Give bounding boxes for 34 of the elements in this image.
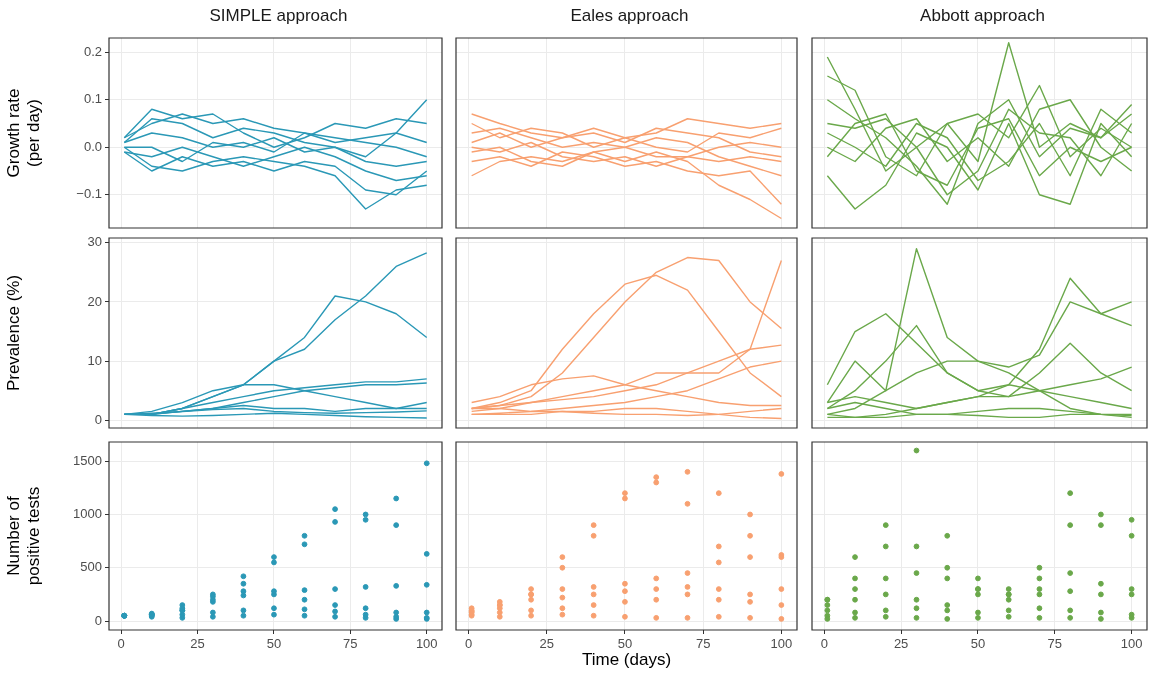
y-tick-label: 1000 [73, 506, 102, 522]
chart-title: Eales approach [569, 6, 690, 26]
x-tick-label: 100 [415, 636, 438, 652]
y-tick-label: 0.1 [83, 91, 102, 107]
x-tick-label: 25 [893, 636, 909, 652]
y-axis-title: Growth rate (per day) [3, 88, 44, 178]
y-tick-label: 500 [80, 559, 102, 575]
y-tick-label: 0.2 [83, 43, 102, 59]
x-tick-label: 0 [117, 636, 125, 652]
x-tick-label: 0 [464, 636, 473, 652]
y-tick-label: 0 [94, 411, 102, 427]
y-tick-label: 10 [87, 352, 102, 368]
y-tick-label: 20 [87, 293, 102, 309]
x-tick-label: 50 [970, 636, 986, 652]
y-axis-title: Prevalence (%) [3, 274, 23, 392]
x-tick-label: 50 [266, 636, 282, 652]
x-tick-label: 25 [539, 636, 554, 652]
chart-title: Abbott approach [919, 6, 1046, 26]
chart-title: SIMPLE approach [208, 6, 349, 26]
x-tick-label: 75 [695, 636, 711, 652]
y-tick-label: 0 [94, 612, 102, 628]
x-tick-label: 100 [770, 636, 793, 652]
x-tick-label: 75 [343, 636, 358, 652]
x-tick-label: 100 [1120, 636, 1143, 652]
x-tick-label: 0 [820, 636, 828, 652]
y-tick-label: 1500 [73, 452, 102, 468]
x-tick-label: 25 [190, 636, 205, 652]
x-tick-label: 50 [617, 636, 633, 652]
y-tick-label: −0.1 [76, 186, 102, 202]
y-axis-title: Number of positive tests [3, 486, 44, 586]
x-tick-label: 75 [1047, 636, 1063, 652]
y-tick-label: 30 [87, 234, 102, 250]
x-axis-title: Time (days) [581, 650, 672, 670]
y-tick-label: 0.0 [83, 138, 102, 154]
